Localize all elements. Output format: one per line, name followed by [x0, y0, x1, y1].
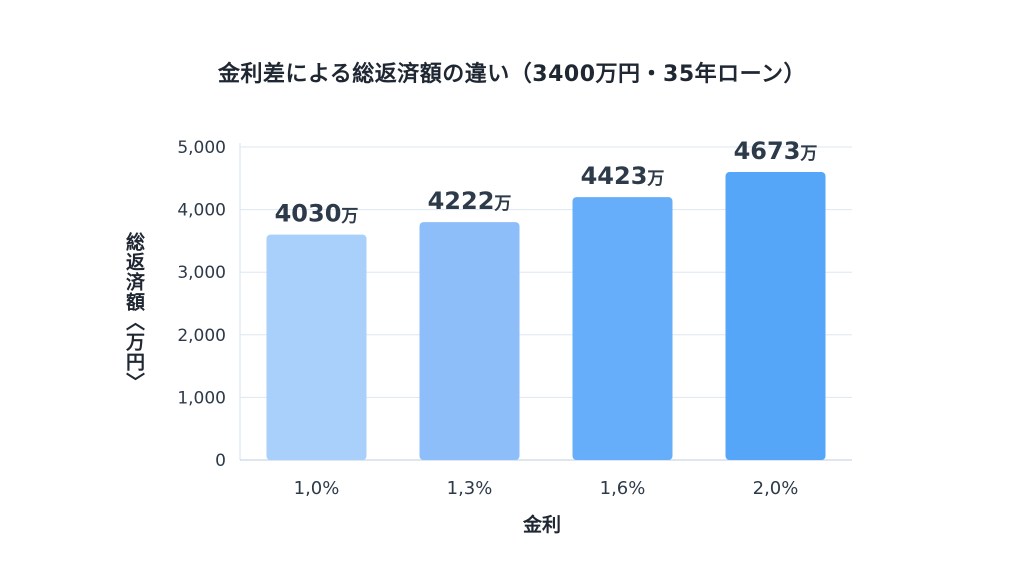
bar	[266, 234, 367, 460]
y-tick-label: 2,000	[177, 326, 226, 346]
y-tick-label: 0	[215, 451, 226, 471]
bar-value-label: 4673万	[734, 137, 818, 165]
x-axis-label: 金利	[522, 514, 561, 536]
bar-value-unit: 万	[340, 207, 358, 227]
bar-value-number: 4222	[428, 187, 495, 215]
bar-value-unit: 万	[799, 144, 817, 164]
bar-value-label: 4423万	[581, 162, 665, 190]
x-tick-label: 1,3%	[447, 478, 493, 499]
y-tick-label: 5,000	[177, 138, 226, 158]
y-axis-label: 総返済額〈万円〉	[123, 232, 145, 392]
y-tick-label: 1,000	[177, 388, 226, 408]
bar-value-unit: 万	[493, 194, 511, 214]
chart-title: 金利差による総返済額の違い（3400万円・35年ローン）	[217, 62, 807, 87]
bar-value-label: 4222万	[428, 187, 512, 215]
bar	[419, 222, 520, 460]
y-tick-label: 4,000	[177, 201, 226, 221]
bar-value-label: 4030万	[275, 200, 359, 228]
bar	[572, 197, 673, 460]
bar-value-unit: 万	[646, 169, 664, 189]
x-tick-label: 1,6%	[600, 478, 646, 499]
bar	[725, 172, 826, 461]
x-tick-label: 1,0%	[294, 478, 340, 499]
bar-value-number: 4423	[581, 162, 648, 190]
x-tick-label: 2,0%	[753, 478, 799, 499]
bar-value-number: 4030	[275, 200, 342, 228]
bar-value-number: 4673	[734, 137, 801, 165]
y-tick-label: 3,000	[177, 263, 226, 283]
